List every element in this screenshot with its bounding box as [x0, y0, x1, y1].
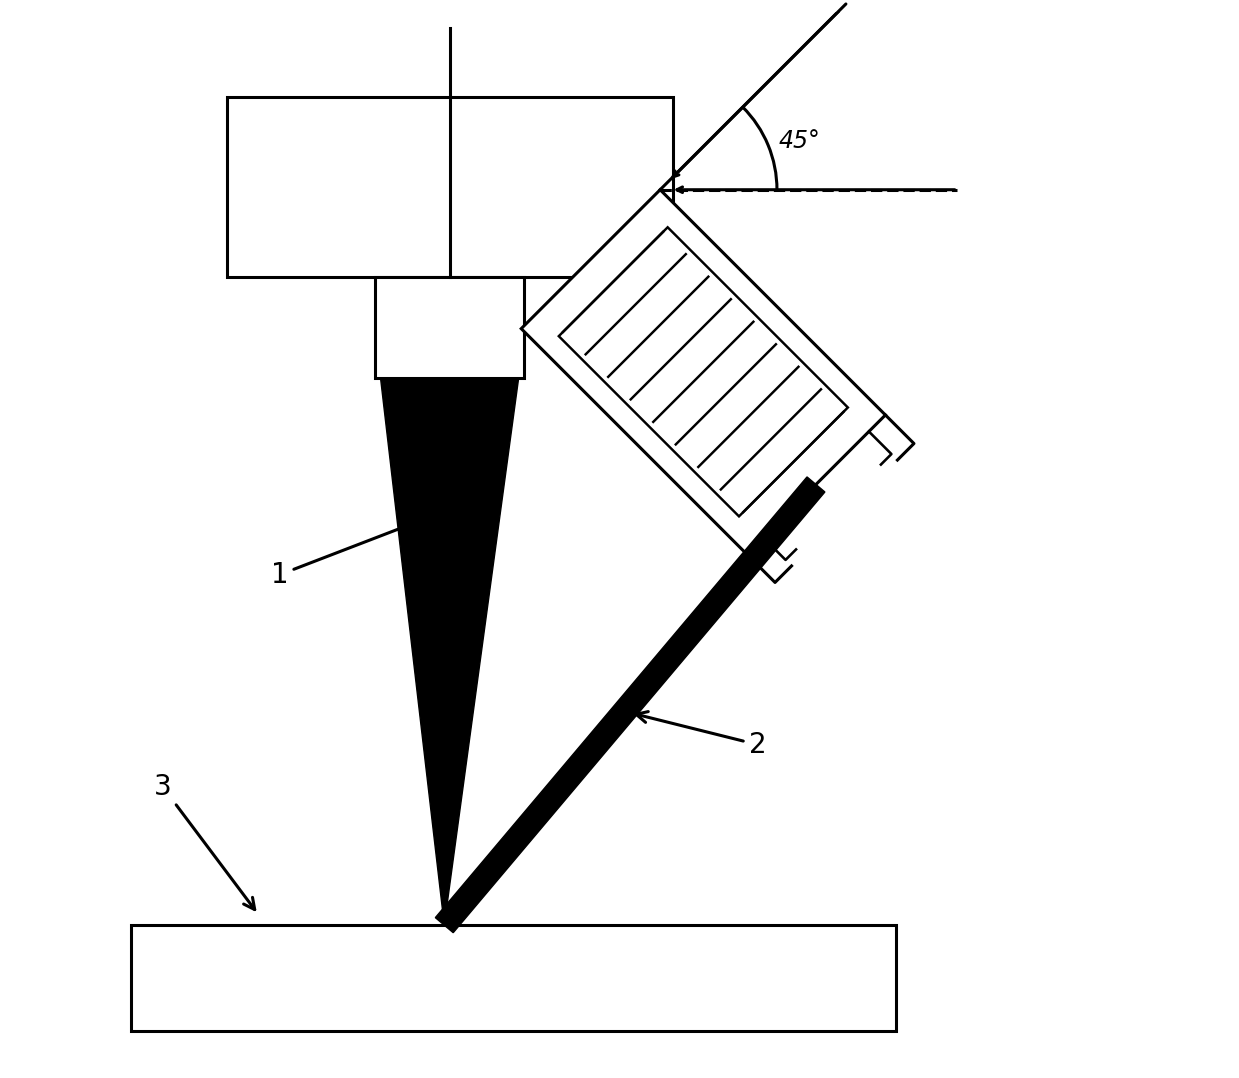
Text: 1: 1: [271, 523, 411, 589]
Polygon shape: [559, 227, 847, 516]
Text: 2: 2: [636, 711, 767, 759]
Text: 45°: 45°: [779, 128, 821, 153]
Bar: [227, 97, 673, 277]
Text: 3: 3: [154, 773, 255, 910]
Bar: [375, 277, 524, 378]
Polygon shape: [380, 378, 519, 925]
Polygon shape: [435, 476, 825, 932]
Polygon shape: [522, 190, 886, 554]
Bar: [131, 925, 896, 1032]
